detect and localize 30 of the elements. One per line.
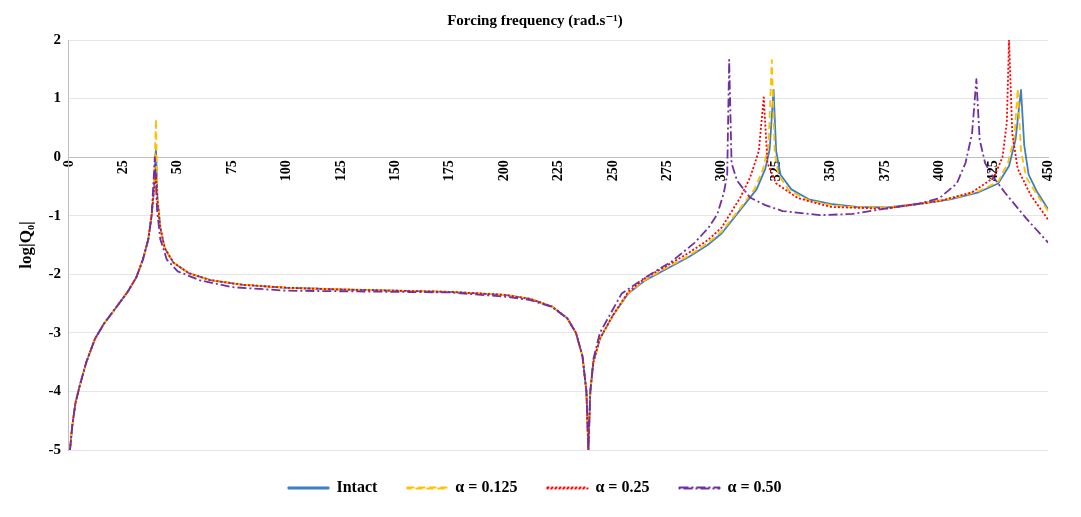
legend-label: α = 0.125 xyxy=(455,478,518,496)
x-tick-label: 250 xyxy=(604,160,620,182)
x-tick-label: 400 xyxy=(931,160,946,182)
x-tick-label: 100 xyxy=(278,160,294,182)
y-tick-label: -2 xyxy=(48,265,61,282)
x-tick-label: 25 xyxy=(114,160,130,175)
x-tick-label: 50 xyxy=(169,160,185,175)
x-tick-label: 200 xyxy=(495,160,511,182)
x-axis-title: Forcing frequency (rad.s⁻¹) xyxy=(447,11,623,29)
y-tick-label: -3 xyxy=(48,323,61,340)
x-tick-label: 225 xyxy=(550,160,566,182)
y-tick-label: 2 xyxy=(53,30,61,47)
x-tick-label: 75 xyxy=(223,160,239,175)
y-tick-label: -5 xyxy=(48,440,61,457)
x-tick-label: 275 xyxy=(658,160,674,182)
x-tick-label: 300 xyxy=(713,160,729,182)
x-tick-label: 450 xyxy=(1039,160,1055,182)
x-tick-label: 150 xyxy=(386,160,402,182)
x-tick-label: 425 xyxy=(985,160,1001,182)
legend-label: α = 0.25 xyxy=(595,478,650,496)
legend-label: Intact xyxy=(336,478,379,496)
x-tick-label: 350 xyxy=(822,160,838,182)
x-tick-label: 175 xyxy=(441,160,457,182)
y-tick-label: -1 xyxy=(48,206,61,223)
y-axis-title: log|Q₀| xyxy=(15,221,35,269)
x-tick-label: 375 xyxy=(876,160,892,182)
y-tick-label: -4 xyxy=(48,382,62,399)
legend-label: α = 0.50 xyxy=(727,478,782,496)
y-tick-label: 1 xyxy=(53,89,61,106)
x-tick-label: 125 xyxy=(332,160,348,182)
